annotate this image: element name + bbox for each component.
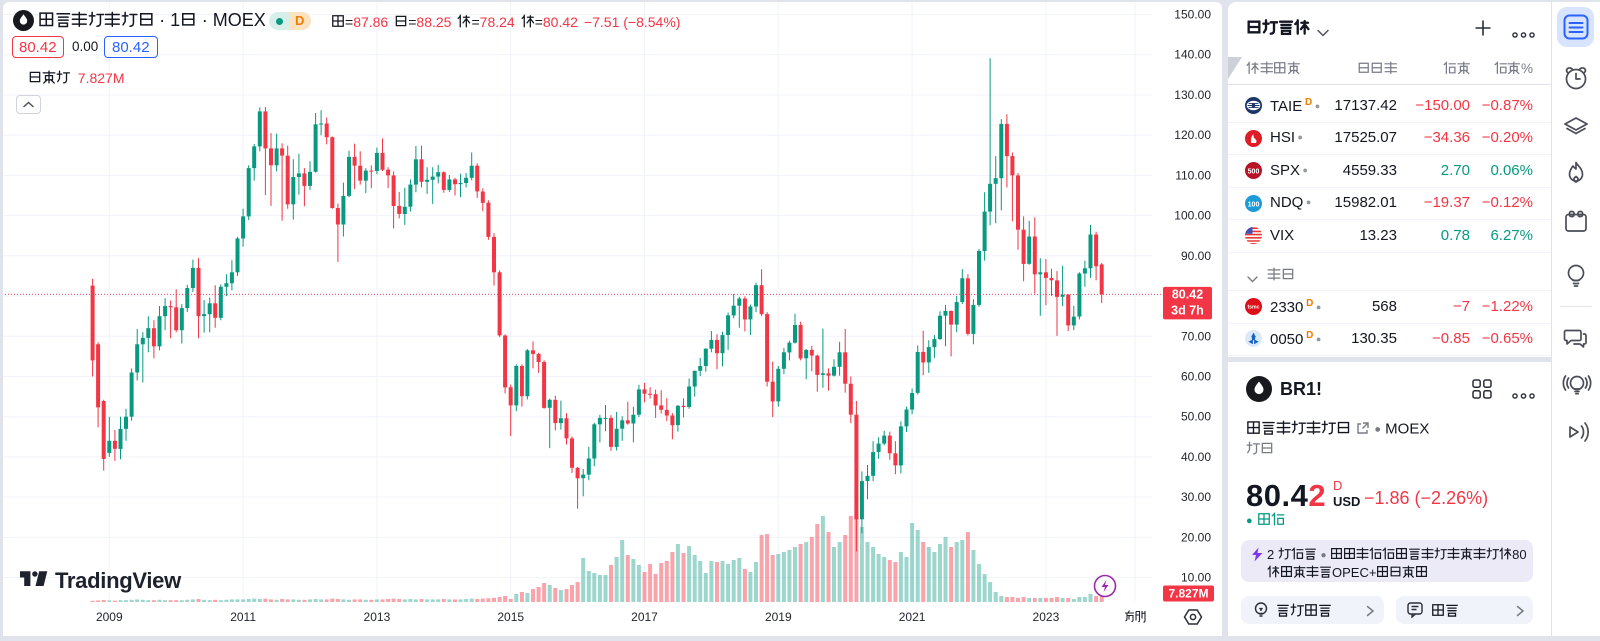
svg-text:130.00: 130.00 [1174,88,1211,102]
svg-text:2019: 2019 [765,610,792,624]
svg-text:2017: 2017 [631,610,658,624]
svg-text:20.00: 20.00 [1181,530,1211,544]
svg-text:2021: 2021 [899,610,926,624]
svg-text:7.827M: 7.827M [1168,587,1208,601]
svg-text:2015: 2015 [497,610,524,624]
svg-text:TradingView: TradingView [55,568,182,593]
svg-text:50.00: 50.00 [1181,410,1211,424]
svg-text:40.00: 40.00 [1181,450,1211,464]
svg-text:3d 7h: 3d 7h [1171,303,1204,317]
svg-text:30.00: 30.00 [1181,490,1211,504]
svg-text:2023: 2023 [1033,610,1060,624]
svg-text:110.00: 110.00 [1175,168,1211,182]
svg-text:100: 100 [1248,201,1260,208]
svg-text:140.00: 140.00 [1174,48,1211,62]
svg-text:2011: 2011 [230,610,256,624]
svg-text:80.42: 80.42 [1172,287,1203,301]
svg-text:tsmc: tsmc [1247,305,1259,311]
svg-text:90.00: 90.00 [1181,249,1211,263]
svg-text:500: 500 [1248,168,1260,175]
svg-text:10.00: 10.00 [1181,571,1211,585]
svg-text:100.00: 100.00 [1174,209,1211,223]
svg-text:120.00: 120.00 [1174,128,1211,142]
svg-text:70.00: 70.00 [1181,329,1211,343]
svg-text:60.00: 60.00 [1181,370,1211,384]
svg-text:2013: 2013 [364,610,391,624]
svg-text:150.00: 150.00 [1174,8,1211,22]
svg-text:2009: 2009 [96,610,123,624]
